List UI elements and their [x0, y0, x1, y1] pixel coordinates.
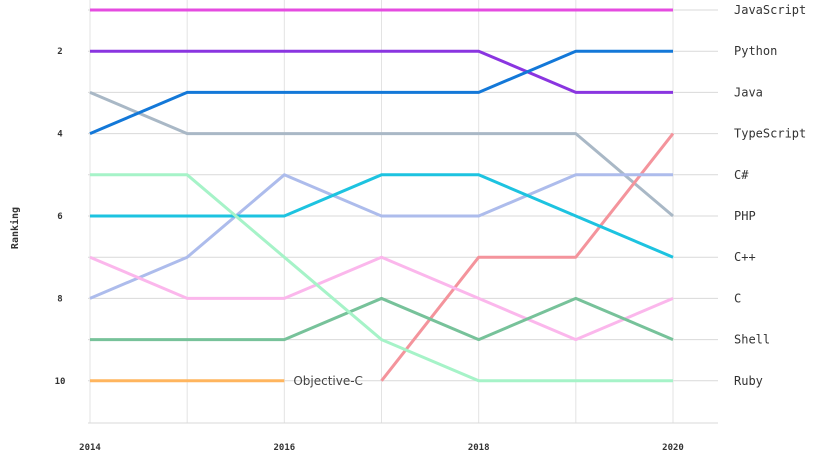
series-line-ruby: [90, 173, 673, 383]
x-tick-label: 2020: [662, 443, 684, 453]
rank-label: C++: [734, 250, 756, 264]
rank-label: JavaScript: [734, 3, 806, 17]
x-tick-label: 2018: [468, 443, 490, 453]
rank-label: Python: [734, 44, 777, 58]
rank-label: Shell: [734, 333, 770, 347]
y-tick-label: 4: [57, 130, 63, 140]
y-tick-label: 2: [57, 47, 62, 57]
x-tick-label: 2014: [79, 443, 101, 453]
rank-label: Ruby: [734, 374, 763, 388]
rank-label: TypeScript: [734, 127, 806, 141]
rank-label: PHP: [734, 209, 756, 223]
rank-label: C: [734, 291, 741, 305]
y-tick-label: 10: [55, 377, 66, 387]
series-line-python: [90, 49, 673, 94]
series-annotation: Objective-C: [293, 374, 363, 388]
x-tick-label: 2016: [273, 443, 295, 453]
series-line-c: [89, 49, 673, 135]
labels: Ranking 2014 2016 2018 2020 2 4 6 8 10 JavaScript…: [9, 3, 806, 453]
grid: [88, 0, 718, 424]
series-line-shell: [90, 296, 674, 342]
series-line-php: [89, 173, 673, 300]
rank-label: Java: [734, 85, 763, 99]
y-tick-label: 8: [57, 294, 62, 304]
rank-label: C#: [734, 168, 749, 182]
series-line-java: [89, 91, 674, 218]
series-line-c: [89, 255, 674, 342]
y-tick-label: 6: [57, 212, 62, 222]
series-line-c: [90, 173, 674, 259]
series-lines: [89, 8, 675, 383]
y-axis-label: Ranking: [9, 207, 21, 249]
